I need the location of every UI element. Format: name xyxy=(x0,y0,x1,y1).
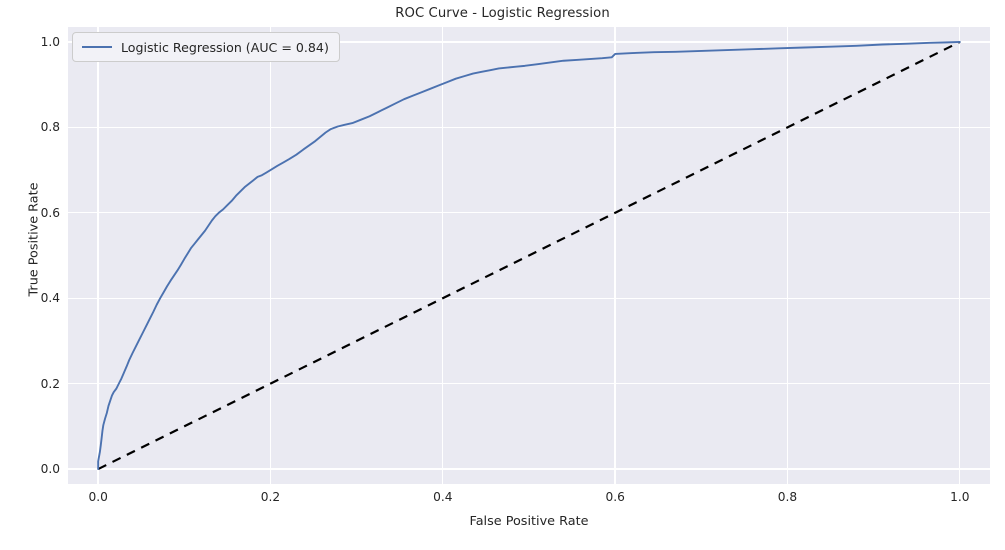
x-axis-label: False Positive Rate xyxy=(469,514,589,529)
gridline-horizontal xyxy=(68,212,990,214)
page-title: ROC Curve - Logistic Regression xyxy=(395,6,610,21)
gridline-horizontal xyxy=(68,297,990,299)
legend: Logistic Regression (AUC = 0.84) xyxy=(72,32,340,62)
legend-label: Logistic Regression (AUC = 0.84) xyxy=(121,39,329,55)
y-tick-label: 1.0 xyxy=(40,34,60,49)
x-tick-label: 0.2 xyxy=(260,490,281,504)
gridline-vertical xyxy=(786,27,789,484)
y-tick-label: 0.6 xyxy=(40,205,60,220)
y-tick-label: 0.2 xyxy=(40,376,60,391)
gridline-horizontal xyxy=(68,382,990,385)
x-tick-label: 0.0 xyxy=(88,490,108,504)
y-axis-label: True Positive Rate xyxy=(26,182,42,297)
y-tick-label: 0.4 xyxy=(40,291,60,306)
gridline-vertical xyxy=(959,27,961,484)
gridline-horizontal xyxy=(68,41,990,43)
legend-line-swatch xyxy=(82,46,112,48)
gridline-vertical xyxy=(614,27,616,484)
gridline-vertical xyxy=(442,27,444,484)
roc-curve-line xyxy=(97,41,961,470)
gridline-vertical xyxy=(269,27,272,484)
y-tick-label: 0.8 xyxy=(40,120,60,135)
gridline-horizontal xyxy=(68,126,990,128)
chance-diagonal-line xyxy=(97,40,961,471)
x-tick-label: 1.0 xyxy=(950,490,970,504)
plot-canvas xyxy=(97,40,961,471)
gridline-vertical xyxy=(97,27,99,484)
x-tick-label: 0.6 xyxy=(605,490,625,504)
x-tick-label: 0.4 xyxy=(433,490,453,504)
y-axis-ticks: 0.0 0.2 0.4 0.6 0.8 1.0 xyxy=(0,0,60,550)
gridline-horizontal xyxy=(68,468,990,470)
plot-area xyxy=(68,27,990,484)
y-tick-label: 0.0 xyxy=(40,462,60,477)
x-tick-label: 0.8 xyxy=(777,490,798,504)
